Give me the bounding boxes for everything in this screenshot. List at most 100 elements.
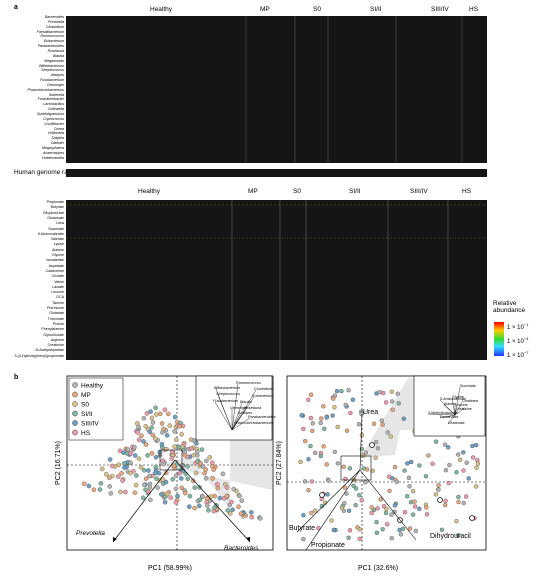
metabolites-label-4: Urea xyxy=(56,221,64,226)
left-point xyxy=(150,432,156,438)
right-inset-vector-7 xyxy=(454,409,463,416)
left-point xyxy=(204,458,209,464)
genera-label-3: Faecalibacterium xyxy=(36,29,64,34)
left-point xyxy=(185,463,190,469)
left-point xyxy=(225,508,230,513)
right-point xyxy=(331,527,336,533)
right-point xyxy=(330,413,335,418)
right-point xyxy=(443,468,449,473)
genera-label-11: Streptococcus xyxy=(41,68,64,73)
colorbar-tick-1-exp: −1 xyxy=(523,322,529,327)
right-point xyxy=(408,500,414,505)
left-point xyxy=(210,460,215,465)
right-point xyxy=(322,500,328,505)
right-inset-label-8: 3-Methylbutanoate xyxy=(428,411,458,415)
left-inset-vector-10 xyxy=(231,417,251,431)
right-point xyxy=(389,512,394,517)
colorbar-tick-1-base: 1 × 10 xyxy=(507,325,524,331)
right-inset-label-9: Pentanoate xyxy=(440,415,458,419)
right-point xyxy=(463,494,469,499)
left-point xyxy=(149,415,155,421)
genera-label-7: Roseburia xyxy=(47,48,64,53)
left-point xyxy=(136,437,142,443)
right-point xyxy=(387,488,392,494)
left-inset-label-2: Clostridium xyxy=(254,387,273,391)
left-inset-label-5: Fusobacterium xyxy=(213,399,238,403)
right-point xyxy=(326,478,331,483)
metabolites-label-15: Valine xyxy=(54,279,64,284)
right-inset-label-10: Glutamate xyxy=(448,421,465,425)
left-point xyxy=(107,475,112,480)
bottom-group-0: Healthy xyxy=(138,188,161,195)
top-group-3: SI/II xyxy=(370,6,382,13)
left-point xyxy=(189,446,194,451)
left-point xyxy=(118,489,123,495)
left-point xyxy=(249,510,254,515)
genera-label-13: Fusobacterium xyxy=(40,78,64,83)
right-point xyxy=(346,388,351,393)
arrow-bacteroides-head xyxy=(246,537,250,542)
colorbar-tick-1: 1 × 10−1 xyxy=(507,322,528,331)
colorbar-tick-2-exp: −4 xyxy=(523,336,529,341)
genera-label-24: Veillonella xyxy=(47,131,64,136)
metabolites-label-2: Dihydrouracil xyxy=(43,210,64,215)
right-point xyxy=(442,442,448,447)
left-point xyxy=(108,491,114,496)
left-point xyxy=(132,444,137,450)
left-point xyxy=(141,415,147,421)
right-point xyxy=(461,468,466,473)
left-point xyxy=(116,462,122,467)
left-point xyxy=(107,484,112,489)
left-point xyxy=(149,425,154,430)
left-point xyxy=(123,489,128,495)
left-point xyxy=(86,483,92,489)
left-point xyxy=(133,482,139,488)
metabolite-heatmap-dividers xyxy=(66,200,487,360)
right-point xyxy=(341,464,346,469)
right-point xyxy=(303,438,308,444)
left-point xyxy=(168,495,173,500)
human-genome-label: Human genome rate xyxy=(14,169,74,176)
left-point xyxy=(143,476,149,481)
right-inset-label-7: Valine xyxy=(462,407,472,411)
arrow-propionate xyxy=(305,469,361,551)
right-point xyxy=(402,468,407,473)
left-point xyxy=(182,490,188,496)
genera-label-17: Fusicatenibacter xyxy=(37,97,64,102)
left-point xyxy=(128,460,133,466)
right-point xyxy=(344,428,350,433)
legend-label-5: HS xyxy=(81,430,91,437)
colorbar-tick-3-base: 1 × 10 xyxy=(507,353,524,359)
left-point xyxy=(172,414,178,420)
right-point xyxy=(375,446,381,451)
right-point xyxy=(424,505,429,510)
right-point xyxy=(298,459,303,465)
right-point xyxy=(433,492,439,497)
right-point xyxy=(310,421,315,426)
right-point xyxy=(353,502,358,508)
genera-label-15: Phascolarctobacterium xyxy=(27,87,64,92)
right-point xyxy=(433,439,439,444)
right-inset-vector-9 xyxy=(439,414,456,419)
left-inset-label-7: Roseburia xyxy=(244,406,261,410)
metabolites-label-29: 3-(4-Hydroxyphenyl)propionate xyxy=(14,353,64,358)
right-point xyxy=(446,480,451,486)
right-inset-vector-2 xyxy=(454,401,463,416)
right-point xyxy=(312,508,318,513)
colorbar-tick-3-exp: −7 xyxy=(523,350,529,355)
top-group-4: SIII/IV xyxy=(431,6,449,13)
label-propionate: Propionate xyxy=(311,542,345,549)
right-point xyxy=(374,439,379,445)
left-point xyxy=(152,436,158,441)
left-point xyxy=(229,499,234,505)
left-point xyxy=(136,456,142,461)
left-point xyxy=(239,498,245,503)
left-point xyxy=(120,478,125,483)
left-point xyxy=(205,496,210,501)
left-point xyxy=(179,485,184,491)
right-point xyxy=(466,476,471,481)
right-point xyxy=(350,397,355,402)
right-point xyxy=(378,497,383,502)
genera-label-2: Clostridium xyxy=(46,24,64,29)
left-point xyxy=(134,473,139,478)
